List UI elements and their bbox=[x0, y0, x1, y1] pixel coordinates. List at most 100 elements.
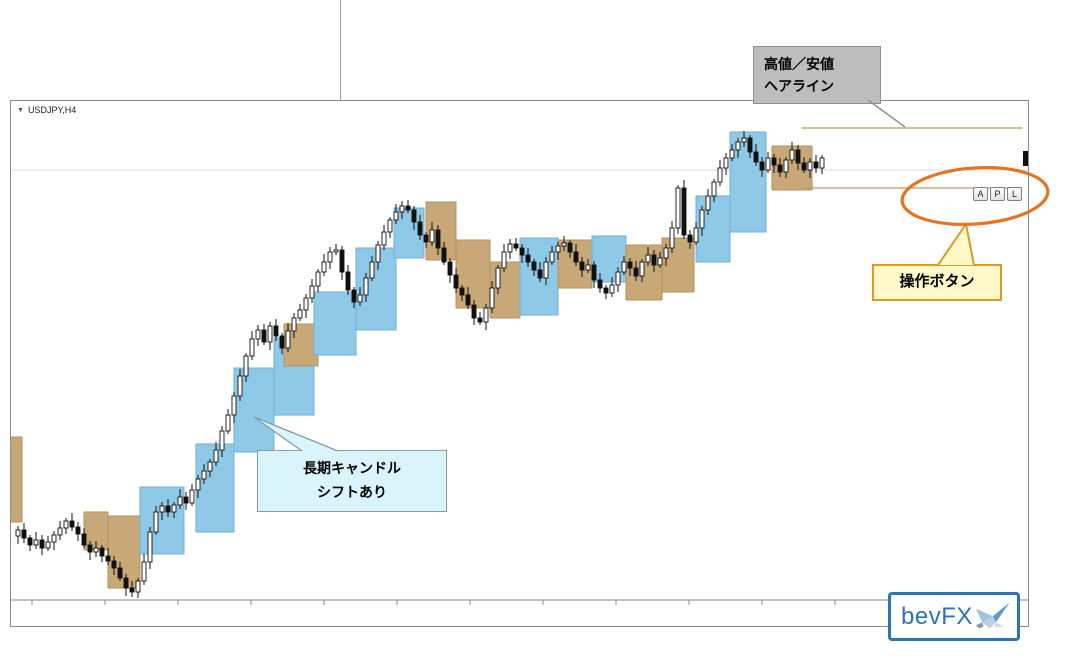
h4-candle-body bbox=[417, 221, 423, 236]
h4-candle-body bbox=[297, 309, 303, 319]
h4-candle-body bbox=[801, 162, 807, 171]
h4-candle-body bbox=[519, 247, 525, 256]
h4-candle-body bbox=[597, 279, 603, 289]
h4-candle-body bbox=[795, 149, 801, 164]
h4-candle-body bbox=[177, 496, 183, 506]
h4-candle-body bbox=[627, 261, 633, 269]
long-candle-up bbox=[313, 291, 357, 356]
window-border-artifact bbox=[340, 0, 341, 100]
h4-candle-body bbox=[375, 244, 381, 263]
h4-candle-body bbox=[543, 261, 549, 279]
h4-candle-body bbox=[45, 541, 51, 549]
crane-icon bbox=[975, 602, 1010, 628]
h4-candle-body bbox=[57, 527, 63, 536]
h4-candle-body bbox=[747, 137, 753, 153]
long-candle-callout: 長期キャンドル シフトあり bbox=[257, 450, 447, 512]
bevfx-logo: bevFX bbox=[888, 592, 1020, 641]
h4-candle-body bbox=[363, 277, 369, 296]
h4-candle-body bbox=[213, 449, 219, 463]
h4-candle-body bbox=[693, 227, 699, 243]
h4-candle-body bbox=[477, 317, 483, 323]
h4-candle-body bbox=[243, 355, 249, 377]
h4-candle-body bbox=[813, 161, 819, 169]
h4-candle-body bbox=[777, 164, 783, 173]
h4-candle-body bbox=[459, 287, 465, 296]
long-candle-down bbox=[455, 239, 491, 309]
h4-candle-body bbox=[675, 187, 681, 229]
chevron-down-icon[interactable]: ▼ bbox=[17, 106, 24, 114]
long-candle-up bbox=[139, 486, 185, 555]
operation-buttons-callout-label: 操作ボタン bbox=[899, 273, 975, 290]
h4-candle-body bbox=[165, 505, 171, 513]
h4-candle-body bbox=[681, 187, 687, 236]
button-a[interactable]: A bbox=[973, 187, 988, 201]
h4-candle-body bbox=[819, 157, 825, 169]
h4-candle-body bbox=[105, 555, 111, 562]
h4-candle-body bbox=[231, 395, 237, 416]
h4-candle-body bbox=[321, 261, 327, 273]
h4-candle-body bbox=[135, 580, 141, 593]
h4-candle-body bbox=[357, 294, 363, 303]
h4-candle-body bbox=[219, 430, 225, 451]
symbol-selector[interactable]: ▼ USDJPY,H4 bbox=[17, 105, 76, 115]
h4-candle-body bbox=[123, 577, 129, 589]
h4-candle-body bbox=[807, 161, 813, 171]
h4-candle-body bbox=[717, 167, 723, 183]
h4-candle-body bbox=[261, 329, 267, 343]
h4-candle-body bbox=[159, 505, 165, 513]
long-candle-up bbox=[591, 235, 627, 283]
h4-candle-body bbox=[117, 567, 123, 579]
h4-candle-body bbox=[309, 285, 315, 299]
h4-candle-body bbox=[699, 209, 705, 229]
h4-candle-body bbox=[63, 520, 69, 529]
h4-candle-body bbox=[327, 251, 333, 263]
h4-candle-body bbox=[147, 531, 153, 563]
h4-candle-body bbox=[615, 271, 621, 286]
h4-candle-body bbox=[447, 261, 453, 276]
h4-candle-body bbox=[399, 205, 405, 213]
h4-candle-body bbox=[207, 461, 213, 472]
chart-window: ▼ USDJPY,H4 A P L bbox=[10, 100, 1029, 627]
h4-candle-body bbox=[513, 243, 519, 249]
hairline-callout: 高値／安値 ヘアライン bbox=[753, 46, 881, 104]
h4-candle-body bbox=[423, 234, 429, 243]
h4-candle-body bbox=[687, 234, 693, 243]
h4-candle-body bbox=[549, 251, 555, 263]
h4-candle-body bbox=[537, 269, 543, 279]
h4-candle-body bbox=[465, 294, 471, 306]
long-candle-down bbox=[11, 436, 23, 523]
h4-candle-body bbox=[771, 157, 777, 166]
h4-candle-body bbox=[285, 330, 291, 349]
h4-candle-body bbox=[267, 325, 273, 343]
h4-candle-body bbox=[189, 489, 195, 504]
long-candle-down bbox=[489, 261, 521, 319]
current-price-marker bbox=[1023, 151, 1028, 166]
h4-candle-body bbox=[93, 547, 99, 553]
h4-candle-body bbox=[195, 478, 201, 491]
long-candle-callout-line1: 長期キャンドル bbox=[303, 460, 401, 476]
long-candle-down bbox=[107, 515, 141, 589]
h4-candle-body bbox=[405, 205, 411, 211]
h4-candle-body bbox=[711, 181, 717, 197]
h4-candle-body bbox=[621, 261, 627, 273]
h4-candle-body bbox=[489, 287, 495, 309]
button-p[interactable]: P bbox=[990, 187, 1005, 201]
h4-candle-body bbox=[609, 284, 615, 294]
h4-candle-body bbox=[141, 561, 147, 582]
h4-candle-body bbox=[495, 267, 501, 289]
h4-candle-body bbox=[153, 511, 159, 533]
h4-candle-body bbox=[783, 159, 789, 173]
h4-candle-body bbox=[729, 149, 735, 159]
h4-candle-body bbox=[249, 338, 255, 357]
h4-candle-body bbox=[507, 243, 513, 253]
h4-candle-body bbox=[75, 526, 81, 535]
button-l[interactable]: L bbox=[1007, 187, 1022, 201]
h4-candle-body bbox=[273, 325, 279, 337]
h4-candle-body bbox=[735, 141, 741, 151]
h4-candle-body bbox=[603, 287, 609, 294]
chart-operation-buttons: A P L bbox=[973, 187, 1022, 201]
h4-candle-body bbox=[15, 529, 21, 537]
h4-candle-body bbox=[339, 249, 345, 273]
h4-candle-body bbox=[705, 195, 711, 211]
h4-candle-body bbox=[33, 539, 39, 546]
